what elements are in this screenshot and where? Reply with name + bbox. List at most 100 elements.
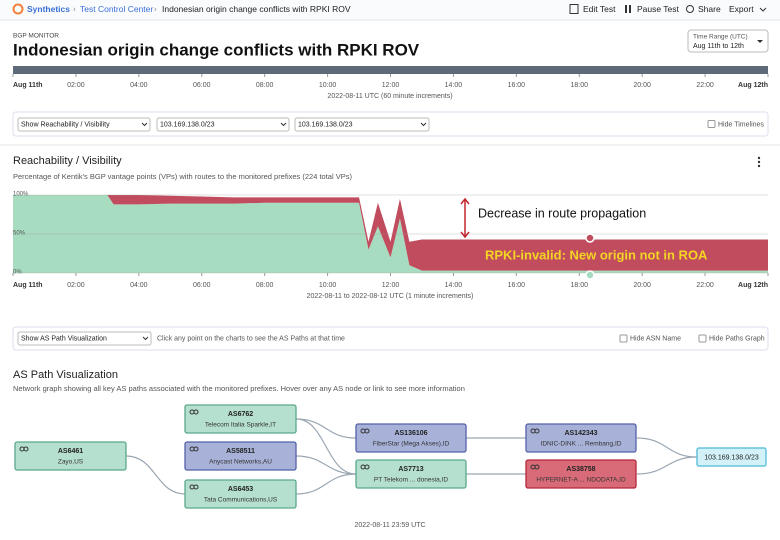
x-tick-label: 22:00: [696, 282, 714, 289]
checkbox[interactable]: [707, 120, 716, 128]
x-tick-label: 18:00: [570, 82, 588, 89]
section-title: Reachability / Visibility: [13, 155, 122, 167]
as-node[interactable]: [525, 423, 637, 453]
menu-dot: [757, 160, 761, 164]
timeline-bar[interactable]: [13, 66, 768, 74]
checkbox[interactable]: [698, 334, 707, 343]
time-range-select[interactable]: [687, 29, 769, 53]
x-tick-label: 16:00: [508, 82, 526, 89]
section-subtitle: Network graph showing all key AS paths a…: [13, 384, 465, 393]
node-icon: [193, 409, 199, 415]
x-tick-label: 06:00: [193, 282, 211, 289]
x-tick-label: 16:00: [508, 282, 526, 289]
action-button[interactable]: Export: [729, 4, 754, 14]
annotation-arrow: [460, 197, 470, 239]
as-node[interactable]: [184, 479, 297, 509]
checkbox[interactable]: [619, 334, 628, 343]
as-name: HYPERNET-A ... NDODATA,ID: [536, 477, 626, 484]
node-icon: [193, 446, 199, 452]
menu-dot[interactable]: [757, 156, 761, 160]
as-node[interactable]: [184, 441, 297, 471]
path-controls-panel: [12, 326, 769, 351]
as-node[interactable]: [184, 404, 297, 434]
node-icon: [23, 446, 29, 452]
as-number: AS136106: [394, 430, 427, 437]
select[interactable]: [17, 117, 151, 132]
x-tick-label: 04:00: [130, 282, 148, 289]
y-tick-label: 0%: [13, 270, 22, 276]
select[interactable]: [156, 117, 290, 132]
select-value: 103.169.138.0/23: [160, 121, 215, 128]
edge[interactable]: [295, 473, 357, 495]
chevron: [141, 122, 148, 127]
chevron: [759, 7, 767, 12]
select[interactable]: [294, 117, 430, 132]
as-name: IDNIC-DINK ... Rembang,ID: [541, 441, 622, 448]
time-range-label: Time Range (UTC): [693, 34, 748, 41]
prefix-label: 103.169.138.0/23: [704, 454, 759, 461]
page-title: Indonesian origin change conflicts with …: [13, 40, 420, 59]
time-range-value: Aug 11th to 12th: [693, 43, 744, 50]
node-icon: [534, 464, 540, 470]
as-node[interactable]: [355, 459, 467, 489]
as-name: PT Telekom ... donesia,ID: [374, 477, 448, 484]
as-number: AS142343: [564, 430, 597, 437]
x-tick-label: 04:00: [130, 82, 148, 89]
as-node[interactable]: [355, 423, 467, 453]
breadcrumb-link[interactable]: Test Control Center: [80, 4, 153, 14]
as-node[interactable]: [525, 459, 637, 489]
y-tick-label: 100%: [13, 192, 29, 198]
as-name: Tata Communications,US: [204, 497, 278, 504]
eyebrow: BGP MONITOR: [13, 33, 59, 40]
x-tick-label: 20:00: [633, 82, 651, 89]
node-icon: [534, 428, 540, 434]
hover-dot: [585, 270, 595, 280]
x-tick-label: 08:00: [256, 282, 274, 289]
x-tick-label: 02:00: [67, 282, 85, 289]
section-title: AS Path Visualization: [13, 369, 118, 381]
as-name: FiberStar (Mega Akses),ID: [373, 441, 450, 448]
select[interactable]: [17, 331, 152, 346]
annotation: Decrease in route propagation: [478, 206, 646, 220]
breadcrumb-link[interactable]: Synthetics: [27, 4, 70, 14]
top-bar: [0, 0, 780, 20]
annotation: RPKI-invalid: New origin not in ROA: [485, 247, 708, 262]
edge[interactable]: [295, 418, 357, 439]
as-node[interactable]: [14, 441, 127, 471]
as-number: AS38758: [566, 466, 595, 473]
x-tick-label: 22:00: [696, 82, 714, 89]
hint: Click any point on the charts to see the…: [157, 335, 345, 342]
pause-icon: [629, 5, 631, 13]
x-tick-label: 12:00: [382, 82, 400, 89]
edge[interactable]: [125, 455, 186, 495]
edit-icon: [569, 4, 579, 14]
logo: [12, 3, 24, 15]
chevron: [142, 336, 149, 341]
edge[interactable]: [295, 455, 357, 475]
y-tick-label: 50%: [13, 231, 26, 237]
as-number: AS6461: [58, 448, 83, 455]
invalid-area: [13, 195, 768, 271]
chevron: [420, 122, 427, 127]
separator: ›: [73, 5, 76, 14]
breadcrumb-current: Indonesian origin change conflicts with …: [162, 4, 351, 14]
edge[interactable]: [636, 456, 698, 475]
node-icon: [364, 428, 370, 434]
action-button[interactable]: Share: [698, 4, 721, 14]
x-tick-label: Aug 12th: [738, 82, 768, 89]
as-number: AS7713: [398, 466, 423, 473]
edge[interactable]: [295, 418, 357, 475]
action-button[interactable]: Edit Test: [583, 4, 616, 14]
edge[interactable]: [636, 437, 698, 458]
x-tick-label: 06:00: [193, 82, 211, 89]
select-value: 103.169.138.0/23: [298, 121, 353, 128]
node-icon: [193, 484, 199, 490]
as-name: Telecom Italia Sparkle,IT: [205, 422, 276, 429]
action-button[interactable]: Pause Test: [637, 4, 680, 14]
x-tick-label: Aug 12th: [738, 282, 768, 289]
x-tick-label: Aug 11th: [13, 282, 43, 289]
chevron: [757, 40, 763, 43]
prefix-node[interactable]: [696, 447, 767, 467]
as-name: Zayo,US: [58, 459, 84, 466]
